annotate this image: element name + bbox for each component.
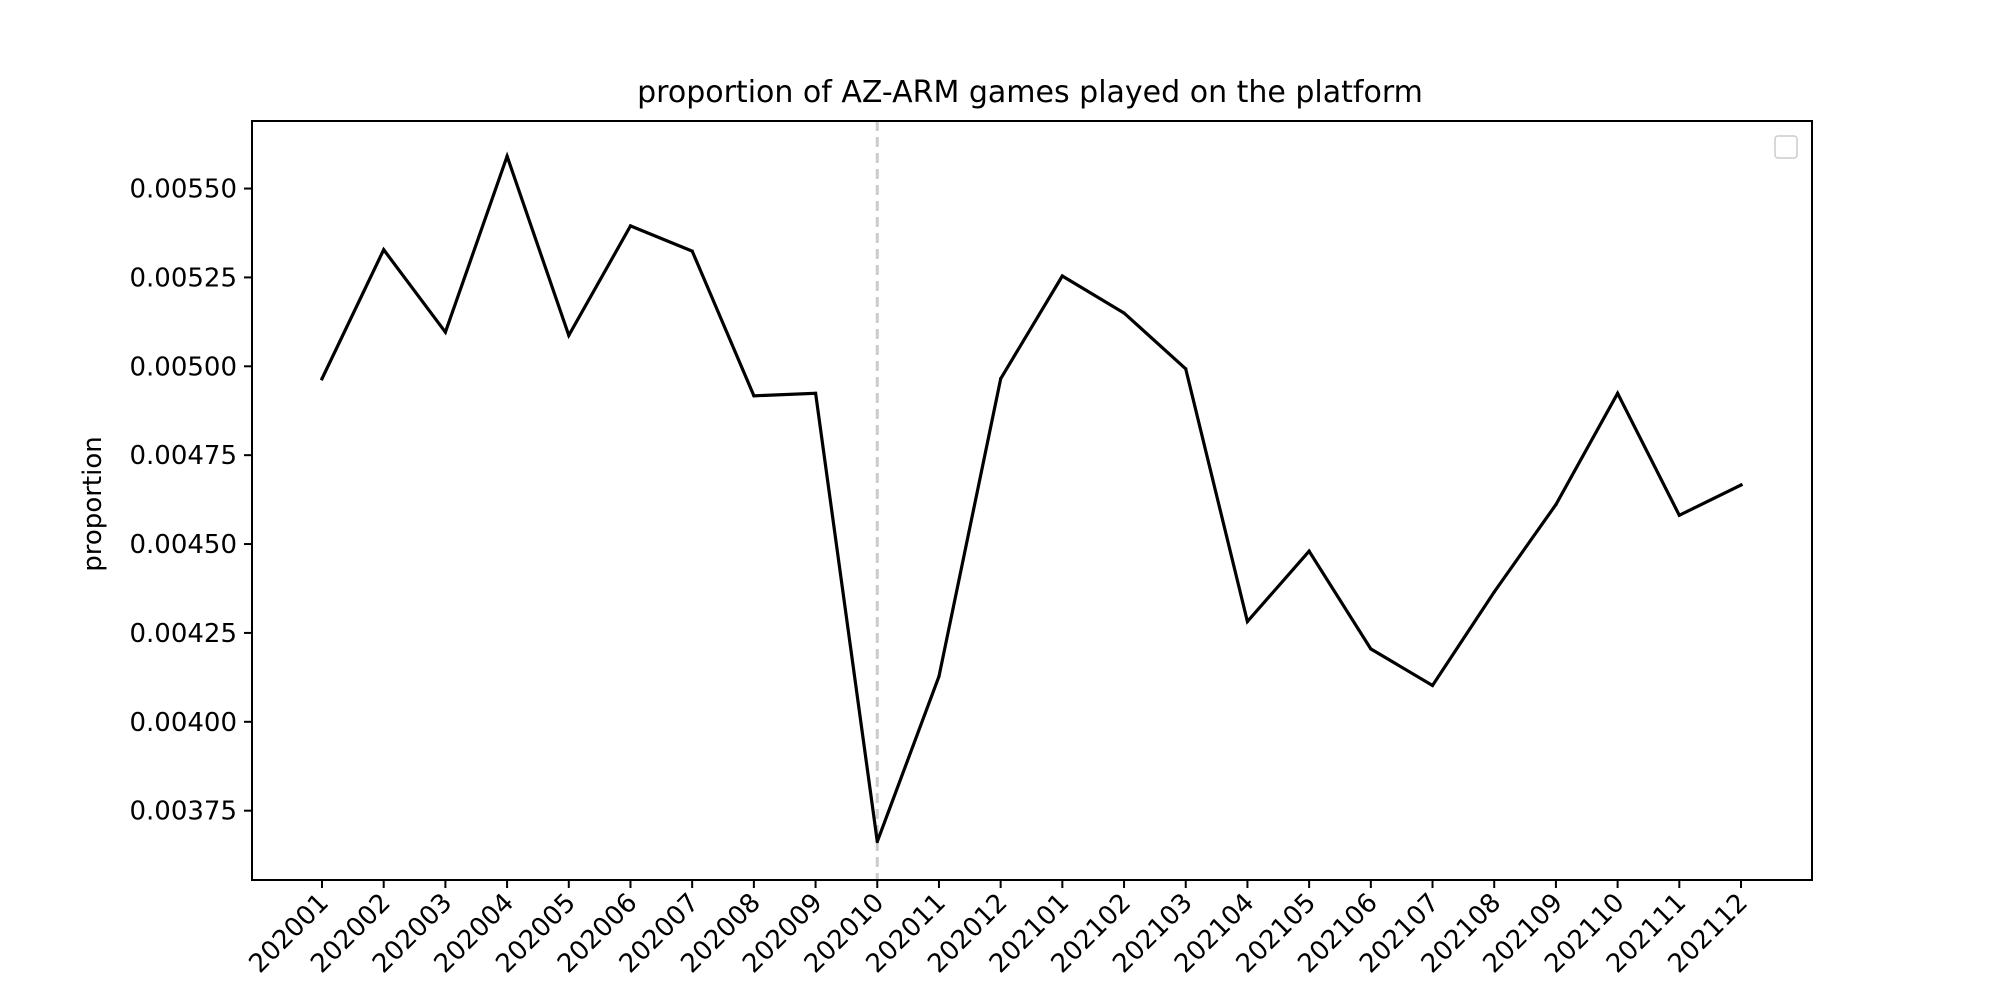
- data-point: [628, 224, 633, 228]
- x-axis-ticks: 2020012020022020032020042020052020062020…: [244, 880, 1754, 979]
- data-point: [1122, 311, 1126, 315]
- data-point: [875, 840, 879, 844]
- data-point: [1492, 590, 1496, 594]
- y-tick-label: 0.00550: [129, 175, 237, 205]
- data-point: [1739, 483, 1743, 487]
- data-point: [443, 330, 447, 334]
- chart-title: proportion of AZ-ARM games played on the…: [637, 75, 1423, 110]
- data-point: [752, 394, 756, 398]
- data-point: [1307, 549, 1311, 553]
- plot-frame: [251, 120, 1813, 881]
- data-point: [937, 674, 941, 678]
- data-point: [320, 377, 324, 381]
- series-line: [319, 151, 1744, 843]
- data-point: [999, 377, 1003, 381]
- legend-box: [1774, 135, 1798, 159]
- y-tick-label: 0.00425: [129, 619, 237, 649]
- y-tick-label: 0.00450: [129, 530, 237, 560]
- data-point: [1677, 513, 1681, 517]
- data-point: [1616, 391, 1620, 395]
- y-axis-ticks: 0.00375 0.00400 0.00425 0.00450 0.00475 0.005…: [129, 175, 252, 827]
- y-tick-label: 0.00475: [129, 441, 237, 471]
- y-tick-label: 0.00500: [129, 352, 237, 382]
- data-point: [1554, 502, 1558, 507]
- data-point: [505, 154, 509, 158]
- data-point: [1430, 683, 1435, 688]
- y-axis-label: proportion: [78, 436, 108, 571]
- data-point: [1184, 367, 1188, 371]
- data-point: [690, 249, 694, 253]
- series-group: [319, 151, 1744, 843]
- y-tick-label: 0.00375: [129, 797, 237, 827]
- data-point: [1245, 619, 1250, 624]
- data-point: [567, 333, 571, 337]
- data-point: [1060, 274, 1064, 278]
- data-points: [320, 154, 1743, 844]
- y-tick-label: 0.00400: [129, 708, 237, 738]
- data-point: [1369, 647, 1373, 651]
- y-tick-label: 0.00525: [129, 263, 237, 293]
- data-point: [382, 248, 386, 252]
- data-point: [813, 391, 818, 395]
